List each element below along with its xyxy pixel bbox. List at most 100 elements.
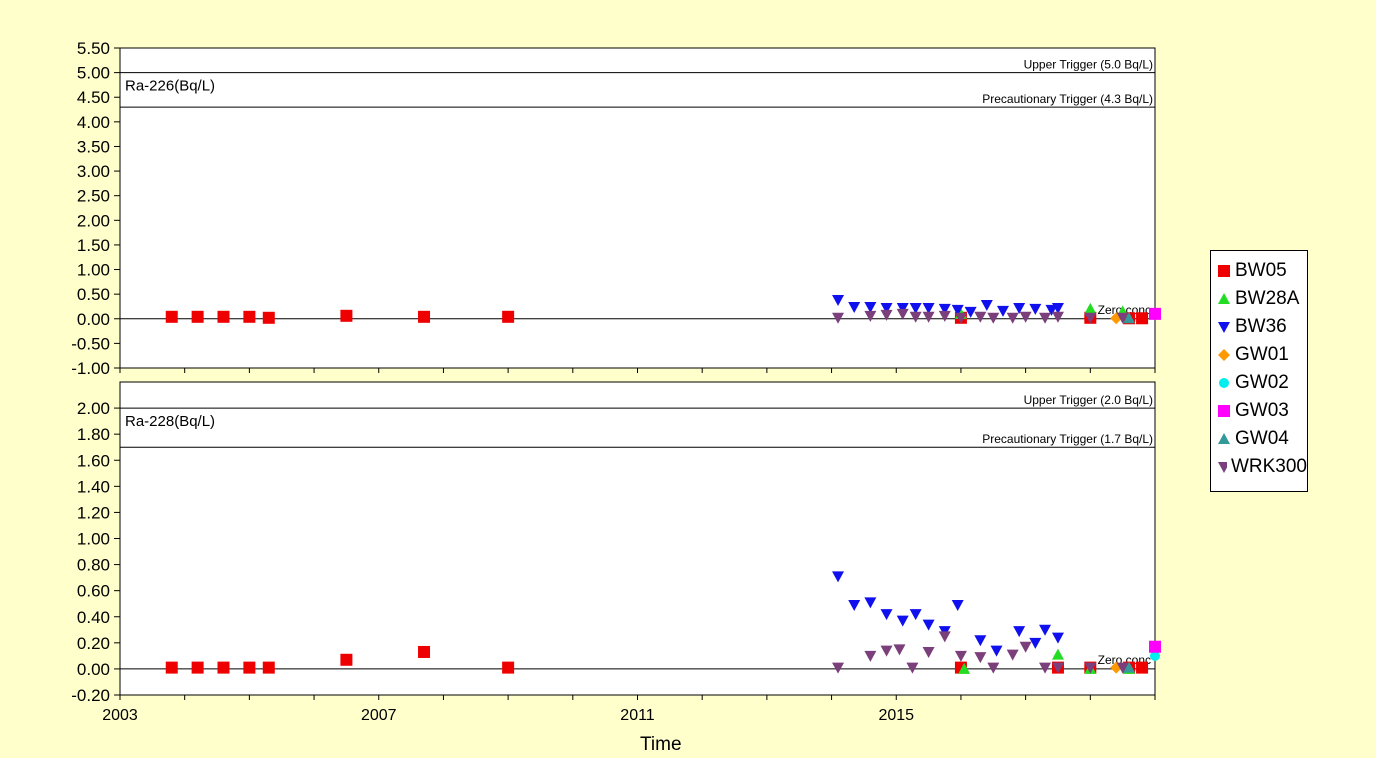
data-point-wrk300	[864, 310, 877, 322]
x-tick-label: 2011	[620, 707, 655, 724]
legend-marker-bw36	[1218, 322, 1230, 333]
data-point-bw36	[974, 635, 987, 647]
y-tick-label: 0.60	[77, 582, 110, 601]
y-tick-label: 1.00	[77, 261, 110, 280]
legend-item-bw28a: BW28A	[1217, 285, 1307, 313]
data-point-bw36	[1051, 632, 1064, 644]
reference-line-label: Upper Trigger (5.0 Bq/L)	[1024, 58, 1153, 72]
data-point-wrk300	[896, 308, 909, 320]
y-tick-label: 2.00	[77, 211, 110, 230]
data-point-bw05	[340, 653, 353, 666]
data-point-wrk300	[954, 650, 967, 662]
legend-marker-gw03	[1218, 405, 1230, 417]
legend-label: GW01	[1235, 344, 1289, 365]
data-point-bw36	[848, 600, 861, 612]
reference-line-label: Upper Trigger (2.0 Bq/L)	[1024, 393, 1153, 407]
data-point-bw36	[1039, 624, 1052, 636]
y-tick-label: 0.50	[77, 285, 110, 304]
legend-label: GW04	[1235, 428, 1289, 449]
y-tick-label: 0.00	[77, 660, 110, 679]
legend-label: BW05	[1235, 260, 1287, 281]
data-point-bw28a	[1051, 648, 1064, 660]
data-point-gw03	[1149, 640, 1161, 653]
data-point-wrk300	[1019, 311, 1032, 323]
y-tick-label: -1.00	[71, 359, 110, 378]
data-point-bw36	[909, 609, 922, 621]
data-point-wrk300	[922, 646, 935, 658]
legend-label: GW03	[1235, 400, 1289, 421]
data-point-bw05	[262, 661, 275, 674]
legend-marker-wrk300	[1218, 462, 1227, 473]
legend-label: WRK300	[1230, 456, 1307, 477]
data-point-bw36	[896, 302, 909, 314]
data-point-bw36	[864, 301, 877, 313]
data-point-wrk300	[954, 312, 967, 324]
data-point-bw36	[938, 303, 951, 315]
legend-marker-bw05	[1218, 265, 1230, 277]
data-point-bw36	[880, 609, 893, 621]
data-point-wrk300	[1006, 312, 1019, 324]
data-point-gw03	[1149, 307, 1161, 320]
legend-label: GW02	[1235, 372, 1289, 393]
data-point-bw36	[1045, 304, 1058, 316]
data-point-bw05	[502, 310, 515, 323]
data-point-bw36	[1013, 626, 1026, 638]
data-point-bw05	[502, 661, 515, 674]
data-point-bw05	[191, 661, 204, 674]
data-point-bw36	[848, 301, 861, 313]
data-point-gw02	[1150, 650, 1160, 661]
legend-item-gw01: GW01	[1217, 341, 1307, 369]
x-axis-title: Time	[640, 734, 682, 755]
data-point-gw04	[1123, 661, 1136, 673]
legend: BW05 BW28A BW36 GW01 GW02 GW03 GW04 WRK300	[1210, 250, 1308, 492]
data-point-wrk300	[1019, 641, 1032, 653]
legend-marker-gw02	[1219, 378, 1229, 388]
legend-item-gw02: GW02	[1217, 369, 1307, 397]
data-point-bw36	[922, 302, 935, 314]
data-point-bw36	[880, 302, 893, 314]
y-tick-label: 3.00	[77, 162, 110, 181]
data-point-wrk300	[1084, 662, 1097, 674]
legend-marker-gw01	[1218, 349, 1230, 361]
data-point-bw36	[896, 615, 909, 627]
data-point-bw05	[165, 310, 178, 323]
data-point-wrk300	[1039, 662, 1052, 674]
data-point-wrk300	[906, 662, 919, 674]
data-point-wrk300	[880, 645, 893, 657]
legend-label: BW28A	[1235, 288, 1300, 309]
y-tick-label: 1.00	[77, 530, 110, 549]
data-point-wrk300	[832, 312, 845, 324]
data-point-bw36	[922, 619, 935, 631]
data-point-wrk300	[1051, 662, 1064, 674]
data-point-bw36	[1029, 637, 1042, 649]
data-point-wrk300	[1051, 311, 1064, 323]
y-tick-label: 5.50	[77, 39, 110, 58]
legend-marker-gw04	[1218, 433, 1230, 444]
data-point-wrk300	[880, 309, 893, 321]
data-point-bw05	[243, 661, 256, 674]
data-point-bw28a	[1084, 302, 1097, 314]
data-point-bw05	[1136, 661, 1149, 674]
x-tick-label: 2003	[102, 707, 138, 724]
y-tick-label: 1.20	[77, 503, 110, 522]
data-point-bw05	[1136, 312, 1149, 325]
data-point-bw05	[243, 310, 256, 323]
y-tick-label: 0.40	[77, 608, 110, 627]
data-point-gw04	[1123, 312, 1136, 324]
legend-marker-shape	[1218, 265, 1230, 277]
data-point-wrk300	[893, 644, 906, 656]
data-point-bw05	[191, 310, 204, 323]
reference-line-label: Precautionary Trigger (1.7 Bq/L)	[982, 432, 1153, 446]
data-point-bw05	[262, 311, 275, 324]
data-point-wrk300	[1116, 312, 1129, 324]
y-tick-label: 4.50	[77, 88, 110, 107]
data-point-wrk300	[832, 662, 845, 674]
legend-marker-shape	[1218, 433, 1230, 444]
data-point-wrk300	[974, 652, 987, 664]
y-tick-label: 2.50	[77, 187, 110, 206]
legend-marker-shape	[1218, 293, 1230, 304]
y-tick-label: 1.40	[77, 477, 110, 496]
data-point-bw36	[951, 600, 964, 612]
